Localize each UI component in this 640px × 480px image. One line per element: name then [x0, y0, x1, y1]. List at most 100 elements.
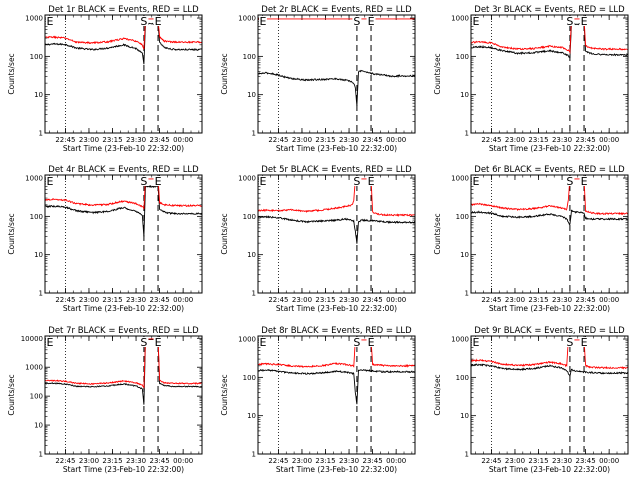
y-tick-label: 1000	[451, 15, 469, 23]
x-tick-label: 22:45	[481, 136, 501, 144]
panel-det-2: Det 2r BLACK = Events, RED = LLD 1 10 100 10…	[220, 5, 416, 153]
x-axis-label: Start Time (23-Feb-10 22:32:00)	[63, 304, 184, 313]
y-tick-label: 10	[247, 412, 256, 420]
start-marker-label: S	[566, 15, 573, 28]
x-tick-label: 22:45	[481, 296, 501, 304]
y-axis-label: Counts/sec	[433, 53, 442, 94]
y-tick-label: 10	[34, 251, 43, 259]
y-tick-label: 1	[465, 451, 469, 459]
y-tick-label: 1000	[238, 336, 256, 344]
panel-title: Det 6r BLACK = Events, RED = LLD	[474, 165, 625, 175]
y-tick-label: 1	[252, 130, 256, 138]
y-tick-label: 1	[39, 130, 43, 138]
x-axis-label: Start Time (23-Feb-10 22:32:00)	[63, 144, 184, 153]
start-label-bg	[352, 337, 362, 347]
y-tick-label: 10	[34, 422, 43, 430]
x-tick-label: 22:45	[268, 136, 288, 144]
x-tick-label: 23:45	[150, 296, 170, 304]
y-axis-label: Counts/sec	[7, 213, 16, 254]
end-label-bg	[366, 16, 376, 26]
y-tick-label: 100	[243, 213, 256, 221]
y-tick-label: 1	[465, 130, 469, 138]
y-tick-label: 10	[34, 91, 43, 99]
plot-frame	[470, 14, 629, 134]
x-tick-label: 23:30	[339, 296, 359, 304]
y-tick-label: 1000	[451, 336, 469, 344]
panel-title: Det 1r BLACK = Events, RED = LLD	[48, 5, 199, 15]
y-axis-label: Counts/sec	[433, 374, 442, 415]
events-series-line	[257, 69, 416, 106]
x-tick-label: 23:45	[363, 136, 383, 144]
end-label-bg	[579, 16, 589, 26]
left-marker-label: E	[473, 175, 480, 188]
start-label-bg	[565, 176, 575, 186]
x-tick-label: 00:00	[386, 136, 406, 144]
plot-frame	[44, 335, 203, 455]
end-marker-label: E	[368, 15, 375, 28]
x-tick-label: 23:45	[150, 457, 170, 465]
y-tick-label: 10	[247, 251, 256, 259]
panel-title: Det 8r BLACK = Events, RED = LLD	[261, 326, 412, 336]
x-tick-label: 23:15	[528, 457, 548, 465]
end-label-bg	[366, 176, 376, 186]
y-tick-label: 10	[247, 91, 256, 99]
y-axis-label: Counts/sec	[7, 53, 16, 94]
x-tick-label: 23:30	[126, 457, 146, 465]
start-marker-label: S	[353, 336, 360, 349]
x-tick-label: 23:45	[576, 457, 596, 465]
left-label-bg	[46, 337, 54, 347]
lld-series-line	[470, 339, 629, 370]
y-tick-label: 100	[456, 53, 469, 61]
panel-title: Det 2r BLACK = Events, RED = LLD	[261, 5, 412, 15]
y-tick-label: 1	[252, 451, 256, 459]
x-tick-label: 23:00	[505, 136, 525, 144]
end-marker-label: E	[155, 15, 162, 28]
y-tick-label: 1	[39, 290, 43, 298]
lld-series-line	[470, 178, 629, 216]
y-tick-label: 100	[243, 374, 256, 382]
y-tick-label: 1	[252, 290, 256, 298]
x-tick-label: 22:45	[55, 136, 75, 144]
y-tick-label: 10	[460, 91, 469, 99]
left-marker-label: E	[260, 15, 267, 28]
x-tick-label: 22:45	[55, 457, 75, 465]
start-marker-label: S	[566, 336, 573, 349]
end-marker-label: E	[155, 175, 162, 188]
end-label-bg	[153, 176, 163, 186]
x-tick-label: 23:15	[102, 136, 122, 144]
x-axis-label: Start Time (23-Feb-10 22:32:00)	[276, 304, 397, 313]
x-tick-label: 23:30	[339, 136, 359, 144]
y-tick-label: 1	[39, 451, 43, 459]
end-label-bg	[153, 337, 163, 347]
events-series-line	[257, 215, 416, 244]
panel-title: Det 5r BLACK = Events, RED = LLD	[261, 165, 412, 175]
end-marker-label: E	[581, 336, 588, 349]
plot-frame	[257, 174, 416, 294]
events-series-line	[470, 209, 629, 226]
y-tick-label: 1000	[238, 15, 256, 23]
x-tick-label: 00:00	[599, 296, 619, 304]
left-label-bg	[46, 176, 54, 186]
left-label-bg	[259, 337, 267, 347]
panel-det-6: Det 6r BLACK = Events, RED = LLD 1 10 100 10…	[433, 165, 629, 313]
end-marker-label: E	[581, 15, 588, 28]
x-axis-label: Start Time (23-Feb-10 22:32:00)	[63, 465, 184, 474]
y-axis-label: Counts/sec	[220, 374, 229, 415]
lld-series-line	[257, 339, 416, 368]
start-marker-label: S	[140, 336, 147, 349]
lld-series-line	[470, 18, 629, 54]
events-series-line	[470, 23, 629, 59]
left-label-bg	[472, 16, 480, 26]
x-axis-label: Start Time (23-Feb-10 22:32:00)	[276, 465, 397, 474]
y-axis-label: Counts/sec	[220, 213, 229, 254]
x-tick-label: 23:45	[576, 136, 596, 144]
x-tick-label: 22:45	[55, 296, 75, 304]
start-marker-label: S	[353, 15, 360, 28]
end-label-bg	[366, 337, 376, 347]
x-tick-label: 23:45	[150, 136, 170, 144]
end-label-bg	[153, 16, 163, 26]
panel-title: Det 4r BLACK = Events, RED = LLD	[48, 165, 199, 175]
y-tick-label: 100	[243, 53, 256, 61]
left-marker-label: E	[47, 15, 54, 28]
events-series-line	[44, 338, 203, 405]
